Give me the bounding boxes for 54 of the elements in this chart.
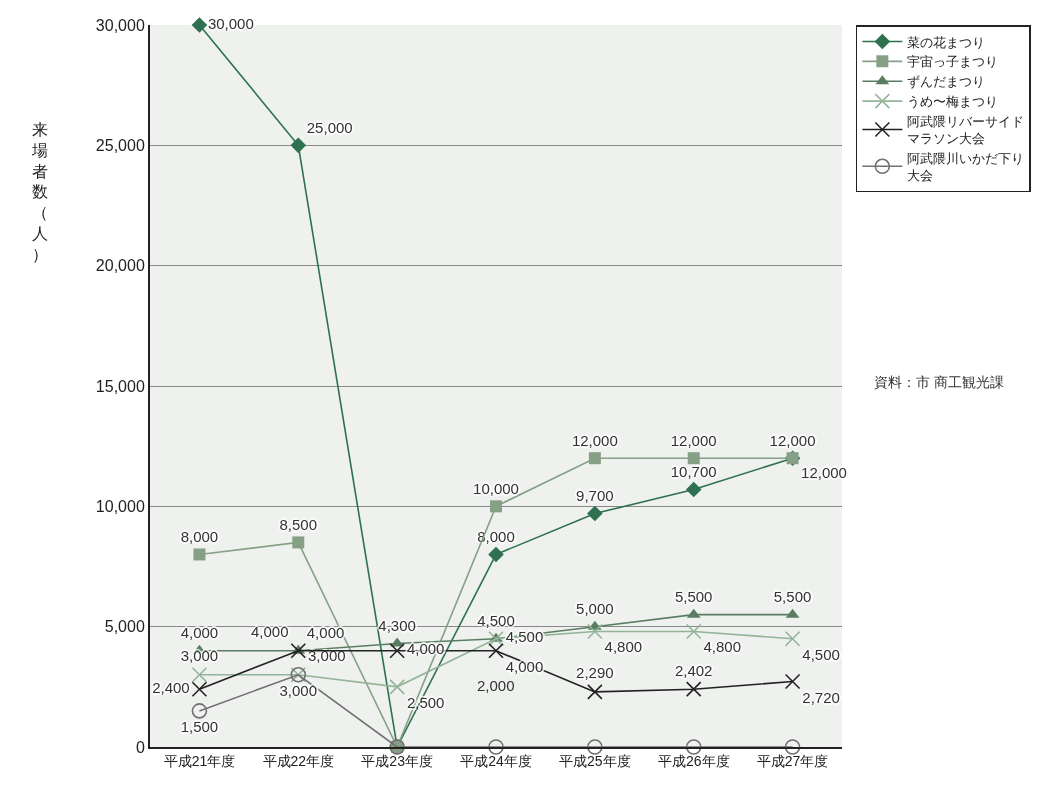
legend-label: うめ〜梅まつり: [907, 94, 999, 110]
data-label: 4,000: [306, 624, 345, 642]
data-label: 12,000: [670, 431, 717, 449]
y-tick-label: 10,000: [95, 497, 145, 515]
data-label: 10,700: [670, 463, 717, 481]
data-label: 4,000: [180, 624, 219, 642]
data-label: 2,402: [674, 661, 713, 679]
data-label: 4,500: [477, 612, 515, 630]
data-label: 4,800: [604, 638, 643, 656]
x-tick-label: 平成21年度: [163, 752, 236, 769]
x-tick-label: 平成23年度: [361, 752, 433, 769]
data-label: 12,000: [571, 431, 618, 449]
data-label: 4,500: [802, 645, 840, 663]
data-label: 9,700: [576, 487, 614, 505]
data-label: 8,000: [477, 528, 515, 546]
data-label: 8,000: [180, 528, 219, 546]
data-label: 5,000: [576, 600, 614, 618]
x-tick-label: 平成24年度: [460, 752, 532, 769]
y-tick-label: 0: [135, 738, 145, 756]
y-tick-label: 15,000: [95, 377, 145, 395]
data-label: 5,500: [773, 588, 812, 606]
y-axis-title: 来場者数（人）: [31, 121, 48, 263]
data-label: 4,300: [378, 617, 416, 635]
data-label: 2,290: [576, 664, 614, 682]
legend-label: 宇宙っ子まつり: [907, 54, 999, 70]
legend-label: 菜の花まつり: [907, 34, 986, 50]
x-tick-label: 平成25年度: [559, 752, 631, 769]
data-label: 2,400: [152, 678, 190, 696]
data-label: 12,000: [769, 431, 816, 449]
x-tick-label: 平成22年度: [262, 752, 335, 769]
data-label: 3,000: [180, 647, 219, 665]
data-label: 30,000: [207, 14, 254, 32]
legend-label: ずんだまつり: [907, 74, 986, 90]
legend-label: 阿武隈川いかだ下り大会: [907, 150, 1025, 183]
data-label: 1,500: [180, 717, 219, 735]
x-tick-label: 平成26年度: [657, 752, 730, 769]
data-label: 2,720: [802, 688, 840, 706]
text: 資料：市 商工観光課: [874, 374, 1004, 390]
legend-label: 阿武隈リバーサイドマラソン大会: [907, 114, 1025, 147]
data-label: 3,000: [308, 647, 346, 665]
data-label: 12,000: [801, 463, 847, 481]
data-label: 8,500: [279, 516, 318, 534]
data-label: 25,000: [306, 119, 353, 137]
data-label: 4,000: [250, 623, 289, 641]
y-tick-label: 5,000: [104, 618, 145, 636]
data-label: 4,800: [703, 638, 742, 656]
data-label: 3,000: [279, 681, 318, 699]
y-tick-label: 25,000: [95, 136, 145, 154]
x-tick-label: 平成27年度: [756, 752, 829, 769]
data-label: 5,500: [674, 588, 713, 606]
annotation: 2,000: [477, 677, 515, 694]
y-tick-label: 20,000: [95, 257, 145, 275]
y-tick-label: 30,000: [95, 16, 145, 34]
data-label: 10,000: [473, 480, 519, 498]
